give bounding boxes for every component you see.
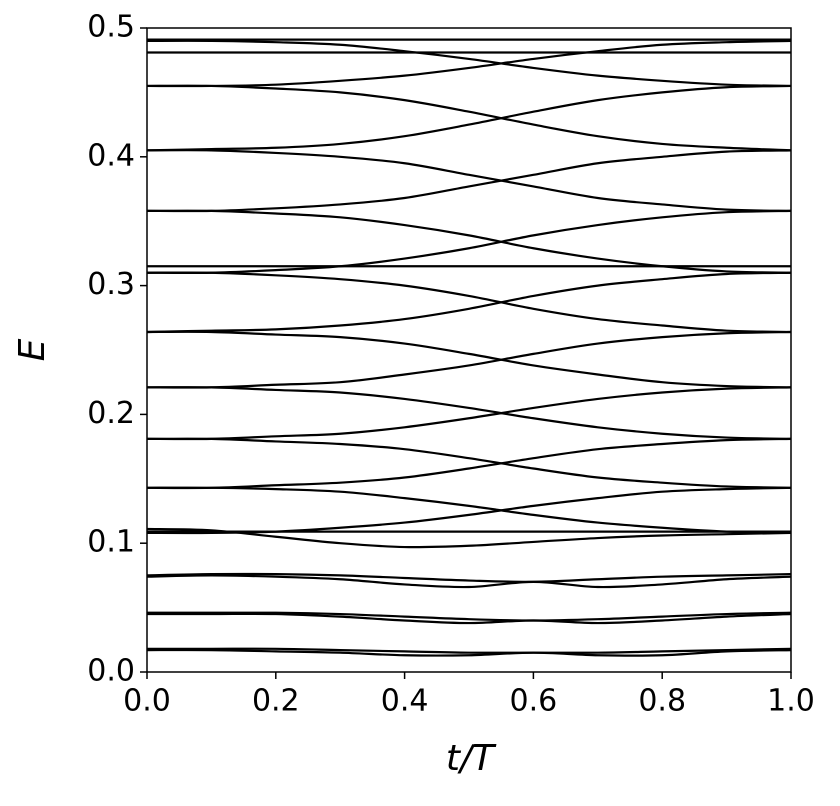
- x-axis-label: t/T: [446, 738, 497, 779]
- y-tick-label: 0.5: [87, 10, 135, 45]
- curve: [147, 149, 791, 212]
- plot-frame: [146, 27, 792, 673]
- curve: [147, 330, 791, 389]
- curve: [147, 437, 791, 490]
- curve: [147, 386, 791, 440]
- curve: [147, 486, 791, 535]
- x-tick-label: 0.0: [123, 684, 171, 719]
- curve: [147, 84, 791, 152]
- curve: [147, 271, 791, 334]
- y-tick-label: 0.0: [87, 654, 135, 689]
- curve: [147, 209, 791, 274]
- curve: [147, 486, 791, 534]
- x-tick-label: 1.0: [767, 684, 815, 719]
- curve: [147, 611, 791, 622]
- curve: [147, 648, 791, 657]
- y-tick-label: 0.2: [87, 396, 135, 431]
- curve: [147, 149, 791, 213]
- plot-area: [147, 38, 791, 657]
- y-axis-label: E: [12, 338, 53, 361]
- x-tick-label: 0.2: [252, 684, 300, 719]
- curve: [147, 39, 791, 88]
- x-tick-label: 0.8: [638, 684, 686, 719]
- curve: [147, 209, 791, 275]
- y-tick-label: 0.3: [87, 267, 135, 302]
- curve: [147, 330, 791, 389]
- curve: [147, 271, 791, 334]
- curve: [147, 527, 791, 549]
- x-tick-label: 0.4: [381, 684, 429, 719]
- x-tick-label: 0.6: [510, 684, 558, 719]
- curve: [147, 437, 791, 489]
- y-tick-label: 0.1: [87, 525, 135, 560]
- curve: [147, 386, 791, 441]
- curve: [147, 647, 791, 654]
- curve: [147, 84, 791, 152]
- curve: [147, 39, 791, 88]
- y-tick-label: 0.4: [87, 138, 135, 173]
- curve: [147, 574, 791, 589]
- curve: [147, 612, 791, 625]
- curve: [147, 572, 791, 583]
